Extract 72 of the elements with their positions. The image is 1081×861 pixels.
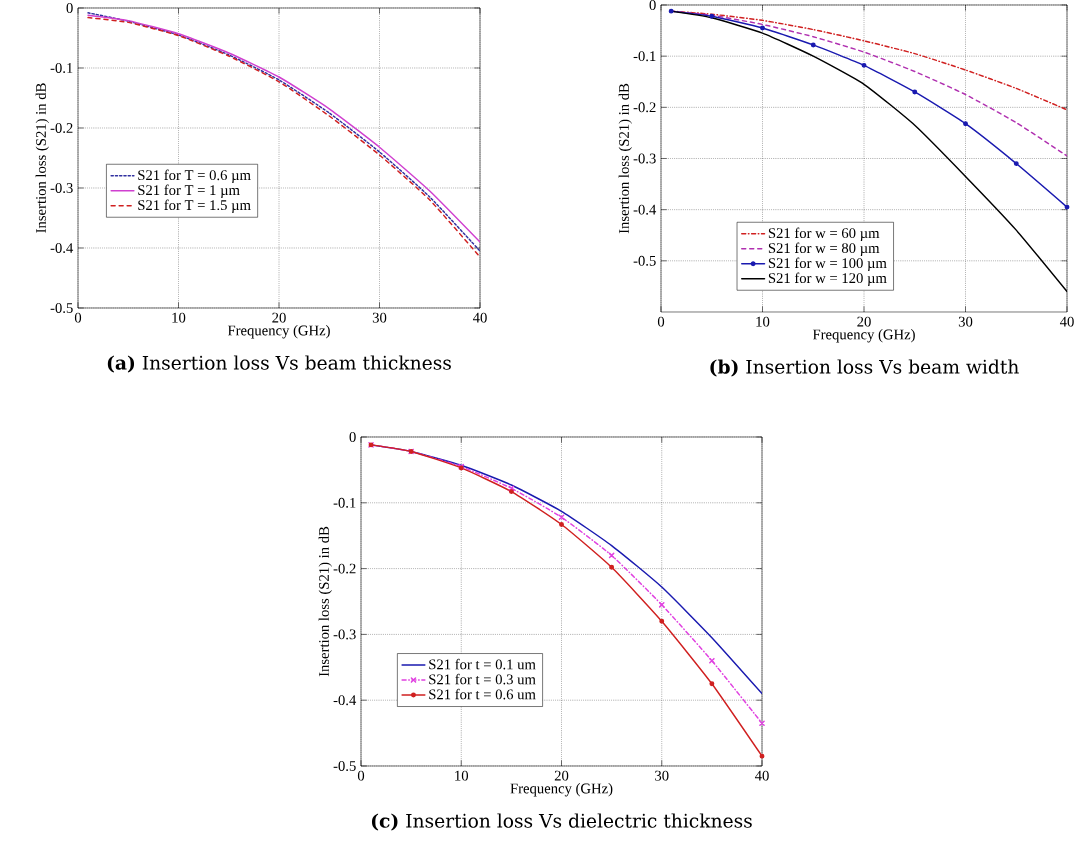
y-tick-label: -0.2 — [333, 563, 356, 574]
y-tick-label: -0.1 — [333, 497, 356, 508]
point — [709, 657, 715, 664]
legend-label: S21 for T = 1.5 µm — [138, 199, 251, 214]
y-tick-label: -0.3 — [633, 153, 656, 164]
text: (b) Insertion loss Vs beam width — [710, 359, 1019, 377]
x-tick-label: 0 — [657, 316, 665, 327]
x-axis-title: Frequency (GHz) — [227, 325, 330, 339]
y-tick-label: -0.5 — [50, 303, 73, 313]
point — [558, 514, 565, 521]
y-tick-label: 0 — [66, 3, 73, 13]
x-tick-label: 30 — [372, 312, 387, 323]
x-tick-label: 20 — [554, 770, 569, 781]
y-tick-label: -0.3 — [50, 183, 73, 193]
text: (c) Insertion loss Vs dielectric thickness — [371, 813, 752, 831]
legend-label: S21 for T = 1 µm — [138, 184, 240, 199]
x-tick-label: 40 — [472, 312, 487, 323]
x-tick-label: 30 — [958, 316, 973, 327]
y-tick-label: 0 — [649, 0, 656, 10]
x-axis-title: Frequency (GHz) — [510, 783, 613, 797]
y-axis-title: Insertion loss (S21) in dB — [318, 526, 332, 677]
x-tick-label: 10 — [455, 770, 469, 781]
y-tick-label: -0.3 — [333, 629, 356, 640]
y-tick-label: -0.5 — [333, 761, 356, 771]
point — [559, 522, 564, 527]
x-tick-label: 10 — [756, 316, 770, 327]
legend-label: S21 for w = 80 µm — [768, 242, 880, 257]
point — [1013, 161, 1019, 167]
point — [658, 601, 665, 608]
point — [760, 25, 765, 31]
text: (a) Insertion loss Vs beam thickness — [107, 355, 451, 373]
x-tick-label: 20 — [857, 316, 871, 327]
y-tick-label: -0.4 — [50, 243, 74, 253]
y-tick-label: 0 — [349, 432, 356, 442]
y-tick-label: -0.1 — [633, 51, 656, 62]
y-tick-label: -0.5 — [633, 255, 656, 266]
point — [810, 42, 816, 48]
y-axis-title: Insertion loss (S21) in dB — [35, 83, 49, 233]
y-tick-label: -0.2 — [50, 123, 73, 133]
point — [668, 8, 674, 14]
legend-label: S21 for w = 60 µm — [768, 227, 880, 242]
point — [709, 13, 715, 19]
y-tick-label: -0.2 — [633, 102, 656, 113]
point — [963, 121, 968, 127]
point — [759, 753, 765, 759]
y-tick-label: -0.4 — [333, 695, 357, 706]
point — [861, 62, 867, 68]
x-tick-label: 10 — [172, 312, 186, 323]
x-tick-label: 30 — [655, 770, 669, 781]
legend-label: S21 for w = 120 µm — [768, 272, 887, 287]
legend-label: S21 for w = 100 µm — [768, 257, 887, 272]
x-tick-label: 40 — [754, 770, 769, 781]
y-tick-label: -0.4 — [633, 204, 657, 215]
x-tick-label: 40 — [1059, 316, 1074, 327]
legend-label: S21 for t = 0.1 um — [429, 658, 536, 670]
point — [608, 552, 615, 559]
point — [508, 489, 514, 495]
point — [1064, 204, 1070, 210]
point — [912, 89, 918, 95]
x-tick-label: 20 — [272, 312, 286, 323]
legend-label: S21 for T = 0.6 µm — [138, 169, 251, 184]
legend-label: S21 for t = 0.6 um — [429, 688, 536, 700]
x-tick-label: 0 — [74, 312, 82, 323]
legend-label: S21 for t = 0.3 um — [429, 673, 536, 685]
y-tick-label: -0.1 — [50, 63, 73, 73]
y-axis-title: Insertion loss (S21) in dB — [618, 83, 632, 234]
x-tick-label: 0 — [357, 770, 365, 781]
point — [709, 681, 715, 687]
point — [609, 564, 615, 570]
point — [759, 720, 765, 727]
x-axis-title: Frequency (GHz) — [812, 329, 915, 343]
point — [659, 618, 665, 624]
